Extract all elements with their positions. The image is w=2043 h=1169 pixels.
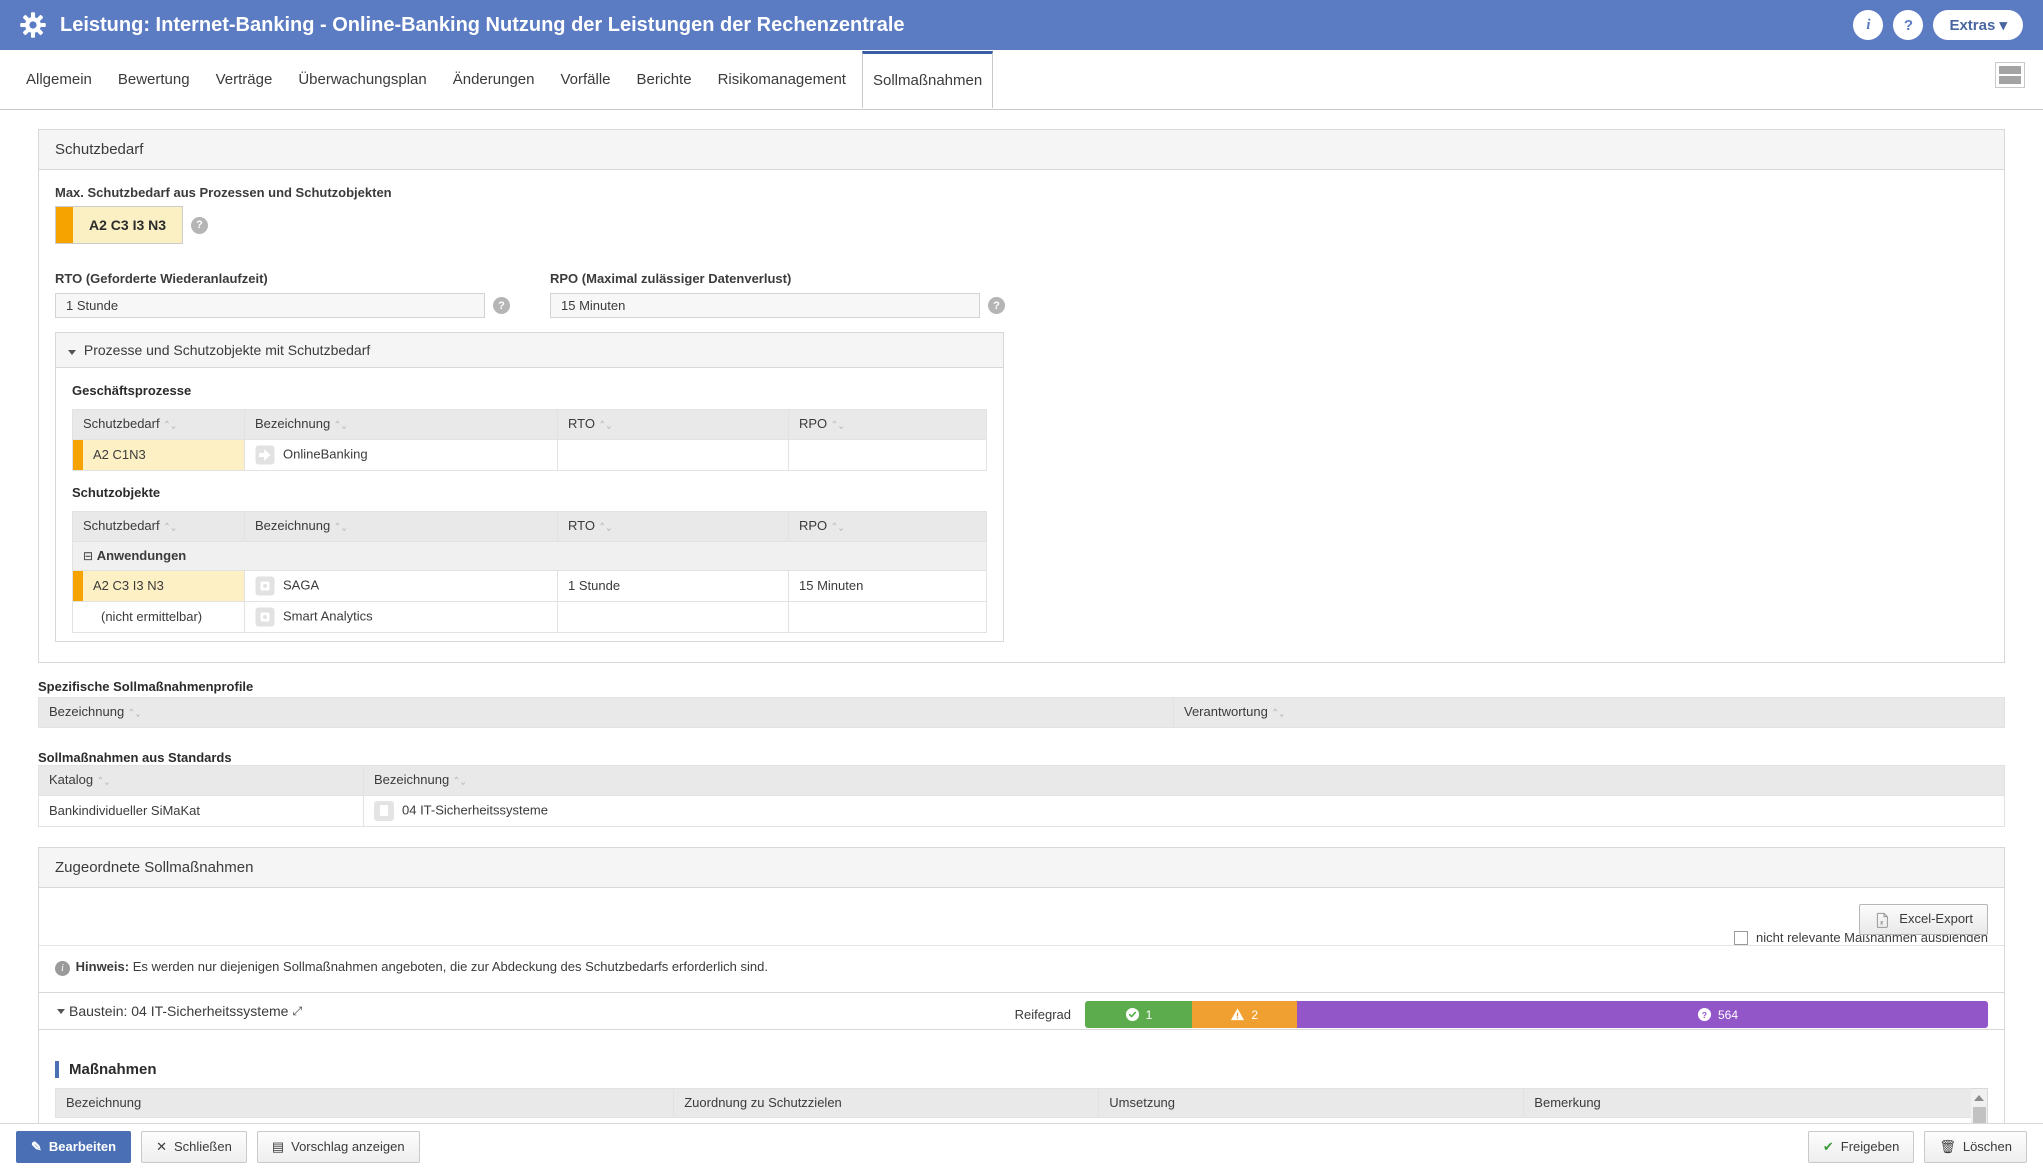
svg-text:?: ? <box>1702 1010 1707 1020</box>
svg-text:x: x <box>1879 920 1884 926</box>
